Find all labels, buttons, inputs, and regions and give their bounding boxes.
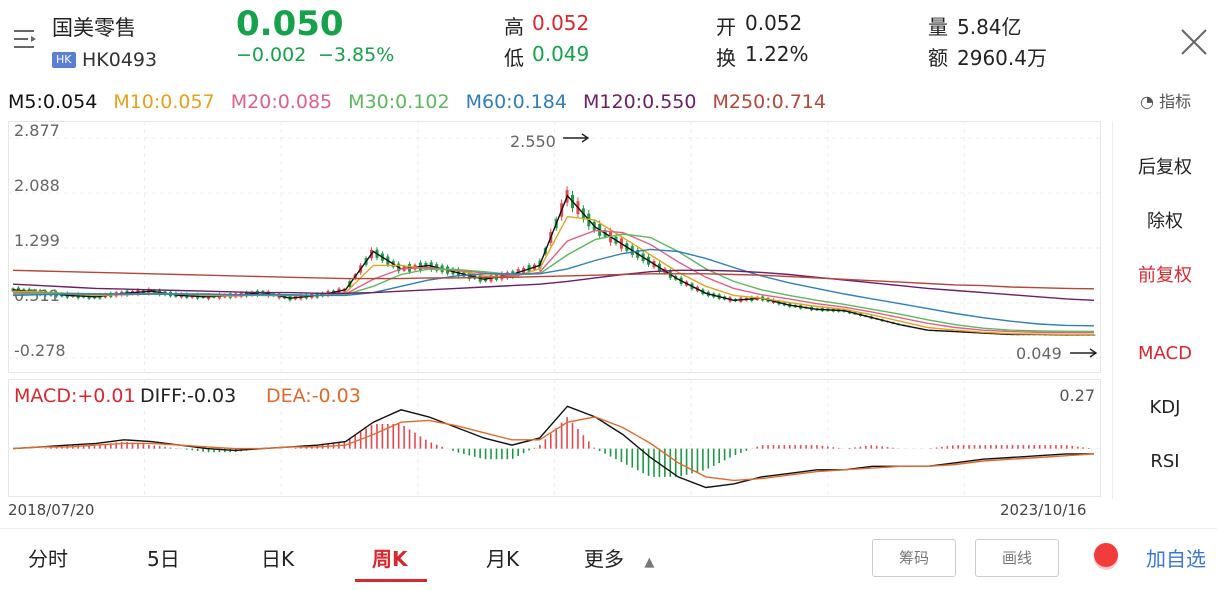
chips-button[interactable]: 筹码 bbox=[872, 539, 956, 577]
y-tick-label: 2.877 bbox=[14, 121, 60, 140]
macd-value: MACD:+0.01 bbox=[14, 385, 136, 407]
chart-grid bbox=[8, 121, 1101, 373]
stat-amount-label: 额 bbox=[928, 46, 948, 70]
date-end: 2023/10/16 bbox=[1000, 501, 1087, 519]
current-price: 0.050 bbox=[236, 4, 344, 44]
macd-header: MACD:+0.01 DIFF:-0.03 DEA:-0.03 0.27 bbox=[14, 385, 1095, 407]
macd-lines bbox=[12, 405, 1095, 489]
ma-250: M250:0.714 bbox=[712, 91, 826, 113]
candles bbox=[11, 186, 1096, 336]
y-tick-label: 2.088 bbox=[14, 176, 60, 195]
diff-value: DIFF:-0.03 bbox=[140, 385, 236, 407]
stat-low-label: 低 bbox=[504, 46, 524, 70]
rights-back-button[interactable]: 后复权 bbox=[1138, 157, 1192, 178]
stat-volume-label: 量 bbox=[928, 15, 948, 39]
ma-30: M30:0.102 bbox=[348, 91, 450, 113]
stat-open-value: 0.052 bbox=[745, 11, 803, 35]
last-annotation: 0.049 bbox=[1016, 344, 1062, 363]
dea-value: DEA:-0.03 bbox=[266, 385, 361, 407]
period-tabs: 分时 5日 日K 周K 月K 更多 ▲ 筹码 画线 加自选 bbox=[0, 528, 1217, 590]
stat-turnover-label: 换 bbox=[716, 46, 736, 70]
tab-daily[interactable]: 日K bbox=[261, 547, 295, 571]
ma-line-m120 bbox=[12, 269, 1095, 301]
y-tick-label: -0.278 bbox=[14, 341, 66, 360]
macd-grid bbox=[8, 379, 1101, 497]
tab-weekly[interactable]: 周K bbox=[372, 547, 408, 571]
tab-intraday[interactable]: 分时 bbox=[28, 547, 68, 571]
stat-turnover-value: 1.22% bbox=[745, 42, 809, 66]
tab-more-label: 更多 bbox=[584, 547, 624, 571]
active-tab-indicator bbox=[355, 579, 427, 582]
y-tick-label: 1.299 bbox=[14, 231, 60, 250]
tab-monthly[interactable]: 月K bbox=[486, 547, 520, 571]
ma-line-m250 bbox=[12, 269, 1095, 290]
side-panel: 后复权 除权 前复权 MACD KDJ RSI bbox=[1112, 121, 1217, 499]
add-favorite-button[interactable]: 加自选 bbox=[1146, 547, 1206, 571]
macd-histogram bbox=[44, 417, 1090, 477]
favorite-dot-icon[interactable] bbox=[1094, 543, 1118, 567]
stat-low-value: 0.049 bbox=[532, 42, 590, 66]
stat-high-label: 高 bbox=[504, 15, 524, 39]
dea-line bbox=[12, 416, 1095, 482]
stat-volume-value: 5.84亿 bbox=[957, 15, 1022, 39]
date-start: 2018/07/20 bbox=[8, 501, 95, 519]
ex-rights-button[interactable]: 除权 bbox=[1147, 211, 1183, 232]
tab-more[interactable]: 更多 ▲ bbox=[584, 543, 654, 572]
caret-up-icon: ▲ bbox=[644, 555, 655, 570]
macd-chart[interactable]: MACD:+0.01 DIFF:-0.03 DEA:-0.03 0.27 bbox=[8, 379, 1101, 497]
ma-lines bbox=[12, 194, 1095, 336]
market-badge: HK bbox=[52, 52, 76, 68]
close-icon[interactable] bbox=[1178, 26, 1210, 58]
ma-20: M20:0.085 bbox=[230, 91, 333, 113]
chart-annotations: 2.550 0.049 bbox=[510, 132, 1098, 363]
gauge-icon: ◔ bbox=[1140, 92, 1154, 111]
indicator-button[interactable]: ◔ 指标 bbox=[1140, 88, 1191, 112]
ma-10: M10:0.057 bbox=[113, 91, 215, 113]
stock-code: HK0493 bbox=[82, 49, 158, 71]
tab-5day[interactable]: 5日 bbox=[147, 547, 180, 571]
stock-name: 国美零售 bbox=[52, 16, 136, 40]
rights-forward-button[interactable]: 前复权 bbox=[1138, 265, 1192, 286]
diff-line bbox=[12, 405, 1094, 489]
ma-line-m20 bbox=[13, 229, 1095, 334]
stat-high-value: 0.052 bbox=[532, 11, 590, 35]
ma-line-m60 bbox=[12, 248, 1095, 327]
high-annotation: 2.550 bbox=[510, 132, 556, 151]
price-change-pct: −3.85% bbox=[318, 44, 395, 66]
price-change: −0.002 bbox=[236, 44, 307, 66]
last-arrow-icon bbox=[1070, 348, 1098, 358]
draw-line-button[interactable]: 画线 bbox=[975, 539, 1059, 577]
ma-legend: M5:0.054 M10:0.057 M20:0.085 M30:0.102 M… bbox=[8, 91, 836, 113]
high-arrow-icon bbox=[563, 133, 590, 143]
kdj-button[interactable]: KDJ bbox=[1149, 397, 1181, 418]
menu-icon[interactable] bbox=[12, 28, 38, 50]
ma-line-m5 bbox=[12, 194, 1094, 336]
ma-120: M120:0.550 bbox=[583, 91, 697, 113]
stat-open-label: 开 bbox=[716, 15, 736, 39]
stat-amount-value: 2960.4万 bbox=[957, 46, 1047, 70]
ma-60: M60:0.184 bbox=[465, 91, 567, 113]
macd-button[interactable]: MACD bbox=[1138, 343, 1192, 364]
rsi-button[interactable]: RSI bbox=[1150, 451, 1180, 472]
indicator-label: 指标 bbox=[1159, 92, 1192, 111]
macd-top-value: 0.27 bbox=[1059, 386, 1095, 405]
ma-5: M5:0.054 bbox=[8, 91, 98, 113]
